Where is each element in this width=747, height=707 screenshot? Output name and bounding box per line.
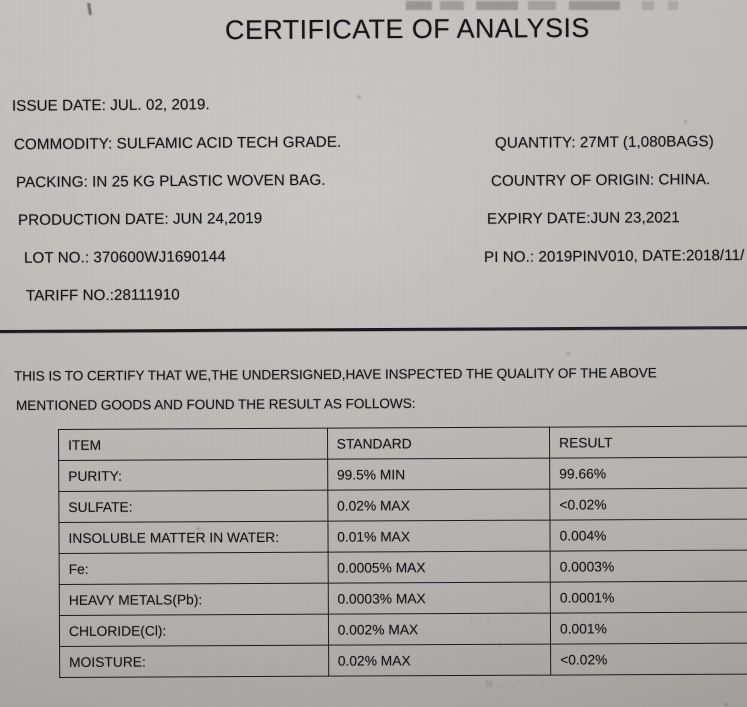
column-header-standard: STANDARD <box>327 427 550 460</box>
field-quantity: QUANTITY: 27MT (1,080BAGS) <box>494 133 714 152</box>
cell-item: PURITY: <box>58 459 328 492</box>
field-country-of-origin: COUNTRY OF ORIGIN: CHINA. <box>490 171 711 190</box>
cell-item: CHLORIDE(Cl): <box>59 614 329 647</box>
field-production-date: PRODUCTION DATE: JUN 24,2019 <box>17 210 263 229</box>
cell-result: <0.02% <box>550 643 747 676</box>
table-row: MOISTURE: 0.02% MAX <0.02% <box>59 643 747 678</box>
field-packing: PACKING: IN 25 KG PLASTIC WOVEN BAG. <box>15 171 326 192</box>
field-expiry-date: EXPIRY DATE:JUN 23,2021 <box>486 209 680 228</box>
cell-item: INSOLUBLE MATTER IN WATER: <box>58 521 328 554</box>
cell-item: HEAVY METALS(Pb): <box>59 583 329 616</box>
top-edge-cropped-text-artifact <box>406 1 696 10</box>
field-issue-date: ISSUE DATE: JUL. 02, 2019. <box>11 96 210 115</box>
cell-item: MOISTURE: <box>59 645 329 678</box>
page-title: CERTIFICATE OF ANALYSIS <box>224 12 590 46</box>
table-row: INSOLUBLE MATTER IN WATER: 0.01% MAX 0.0… <box>58 519 747 554</box>
field-commodity: COMMODITY: SULFAMIC ACID TECH GRADE. <box>13 133 342 154</box>
section-divider-rule <box>0 326 747 333</box>
cell-result: 0.001% <box>550 612 747 645</box>
column-header-item: ITEM <box>58 428 328 461</box>
paper-speck <box>357 95 361 99</box>
table-header-row: ITEM STANDARD RESULT <box>58 426 747 461</box>
certify-paragraph-line-1: THIS IS TO CERTIFY THAT WE,THE UNDERSIGN… <box>13 365 657 384</box>
cell-standard: 0.02% MAX <box>328 644 551 677</box>
analysis-results-table: ITEM STANDARD RESULT PURITY: 99.5% MIN 9… <box>58 426 747 678</box>
paper-speck <box>684 120 687 123</box>
cell-standard: 99.5% MIN <box>327 458 550 491</box>
table-row: Fe: 0.0005% MAX 0.0003% <box>59 550 747 585</box>
cell-result: 99.66% <box>549 457 747 490</box>
cell-item: Fe: <box>59 552 328 585</box>
cell-result: 0.004% <box>549 519 747 552</box>
table-row: SULFATE: 0.02% MAX <0.02% <box>58 488 747 523</box>
certify-paragraph-line-2: MENTIONED GOODS AND FOUND THE RESULT AS … <box>15 395 416 414</box>
field-lot-no: LOT NO.: 370600WJ1690144 <box>23 248 226 267</box>
table-row: HEAVY METALS(Pb): 0.0003% MAX 0.0001% <box>59 581 747 616</box>
table-row: PURITY: 99.5% MIN 99.66% <box>58 457 747 492</box>
cell-item: SULFATE: <box>58 490 328 523</box>
table-row: CHLORIDE(Cl): 0.002% MAX 0.001% <box>59 612 747 647</box>
cell-standard: 0.002% MAX <box>328 613 551 646</box>
paper-speck <box>724 703 728 706</box>
cell-standard: 0.01% MAX <box>327 520 551 553</box>
cell-result: <0.02% <box>549 488 747 521</box>
paper-speck <box>566 352 571 355</box>
top-edge-speck-artifact <box>87 2 92 16</box>
cell-standard: 0.0005% MAX <box>327 551 551 584</box>
cell-result: 0.0001% <box>550 581 747 614</box>
field-tariff-no: TARIFF NO.:28111910 <box>25 286 180 305</box>
cell-standard: 0.02% MAX <box>327 489 550 522</box>
cell-standard: 0.0003% MAX <box>327 582 551 615</box>
cell-result: 0.0003% <box>550 550 747 583</box>
bleed-through-ghost-mark: N . , . . . <box>484 677 547 691</box>
column-header-result: RESULT <box>549 426 747 459</box>
field-pi-no: PI NO.: 2019PINV010, DATE:2018/11/ <box>483 246 745 267</box>
